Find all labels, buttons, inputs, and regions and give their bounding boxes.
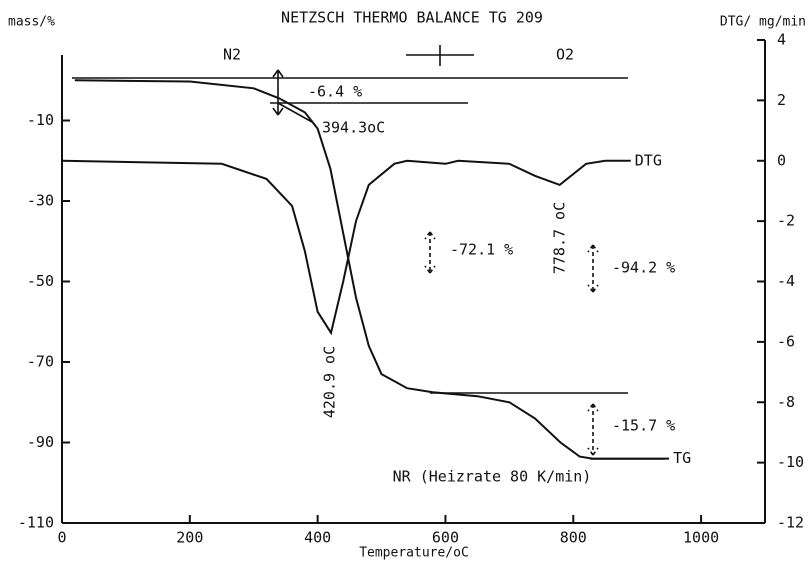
step-marker <box>587 244 599 293</box>
y-tick-label: -50 <box>27 272 54 290</box>
series-label: TG <box>673 449 691 467</box>
annotation: -15.7 % <box>612 417 675 435</box>
x-tick-label: 0 <box>57 529 66 547</box>
tangent <box>277 102 313 123</box>
annotation: 778.7 oC <box>551 202 569 274</box>
y2-tick-label: -6 <box>777 332 795 350</box>
annotation: NR (Heizrate 80 K/min) <box>393 468 592 486</box>
x-tick-label: 200 <box>176 529 203 547</box>
x-tick-label: 1000 <box>683 529 719 547</box>
data-line <box>74 79 670 460</box>
step-marker <box>587 403 599 456</box>
y2-tick-label: -10 <box>777 453 804 471</box>
x-axis-label: Temperature/oC <box>359 546 469 561</box>
y-tick-label: -10 <box>27 111 54 129</box>
y2-axis-label: DTG/ mg/min <box>720 15 806 30</box>
x-tick-label: 800 <box>560 529 587 547</box>
x-tick-label: 600 <box>432 529 459 547</box>
y2-tick-label: 0 <box>777 151 786 169</box>
step-marker <box>424 231 436 274</box>
y-axis-label: mass/% <box>8 15 55 30</box>
y2-tick-label: 4 <box>777 31 786 49</box>
series-label: DTG <box>635 151 662 169</box>
y2-tick-label: 2 <box>777 91 786 109</box>
annotation: -72.1 % <box>450 241 513 259</box>
annotation: -94.2 % <box>612 259 675 277</box>
annotation: 394.3oC <box>322 119 385 137</box>
y2-tick-label: -4 <box>777 272 795 290</box>
y-tick-label: -110 <box>18 514 54 532</box>
y-tick-label: -30 <box>27 192 54 210</box>
annotation: -6.4 % <box>308 83 362 101</box>
y2-tick-label: -8 <box>777 393 795 411</box>
y2-tick-label: -2 <box>777 212 795 230</box>
annotation: O2 <box>556 46 574 64</box>
step-marker <box>272 69 284 116</box>
x-tick-label: 400 <box>304 529 331 547</box>
data-line <box>61 159 631 336</box>
chart-title: NETZSCH THERMO BALANCE TG 209 <box>281 9 543 27</box>
annotation: 420.9 oC <box>321 346 339 418</box>
annotation: N2 <box>223 46 241 64</box>
y2-tick-label: -12 <box>777 514 804 532</box>
y-tick-label: -90 <box>27 433 54 451</box>
y-tick-label: -70 <box>27 353 54 371</box>
